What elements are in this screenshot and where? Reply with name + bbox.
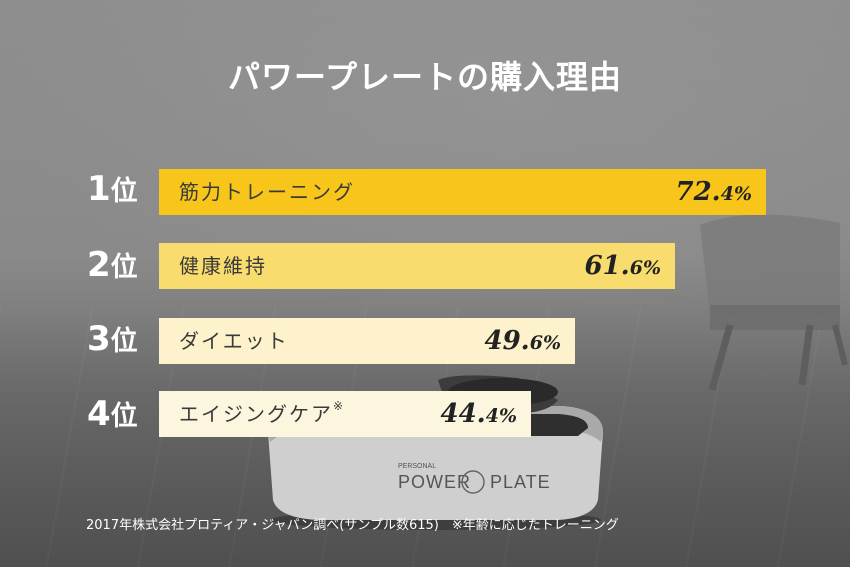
- bar-category-label-2: 健康維持: [179, 243, 267, 289]
- rank-number: 4: [87, 394, 111, 434]
- device-label-personal: PERSONAL: [398, 463, 436, 470]
- rank-suffix: 位: [110, 401, 138, 432]
- value-decimal: 6%: [629, 257, 661, 279]
- rank-number: 2: [87, 245, 111, 285]
- page-title: パワープレートの購入理由: [227, 58, 623, 96]
- bar-category-label-4: エイジングケア※: [179, 391, 345, 437]
- category-text: 健康維持: [179, 254, 267, 278]
- bar-value-label-2: 61.6%: [159, 243, 661, 289]
- value-integer: 49.: [484, 326, 530, 356]
- chart-bar-1: [159, 169, 766, 215]
- device-label-power: POWER: [398, 472, 471, 492]
- rank-label-2: 2位: [87, 248, 147, 282]
- chart-bar-4: [159, 391, 531, 437]
- value-integer: 61.: [584, 251, 630, 281]
- device-label-plate: PLATE: [490, 472, 551, 492]
- rank-number: 3: [87, 319, 111, 359]
- chart-bar-3: [159, 318, 575, 364]
- category-text: 筋力トレーニング: [179, 180, 355, 204]
- rank-suffix: 位: [110, 326, 138, 357]
- rank-suffix: 位: [110, 176, 138, 207]
- rank-suffix: 位: [110, 252, 138, 283]
- bar-category-label-3: ダイエット: [179, 318, 289, 364]
- source-footnote: 2017年株式会社プロティア・ジャパン調べ(サンプル数615) ※年齢に応じたト…: [86, 518, 619, 533]
- category-note: ※: [333, 399, 346, 413]
- rank-number: 1: [87, 169, 111, 209]
- chair-illustration: [700, 214, 848, 391]
- value-integer: 44.: [440, 399, 486, 429]
- value-decimal: 4%: [720, 183, 752, 205]
- rank-label-3: 3位: [87, 322, 147, 356]
- bar-value-label-3: 49.6%: [159, 318, 561, 364]
- category-text: エイジングケア: [179, 402, 333, 426]
- category-text: ダイエット: [179, 329, 289, 353]
- rank-label-1: 1位: [87, 172, 147, 206]
- chart-bar-2: [159, 243, 675, 289]
- bar-value-label-1: 72.4%: [159, 169, 752, 215]
- value-decimal: 6%: [529, 332, 561, 354]
- value-integer: 72.: [675, 177, 721, 207]
- bar-category-label-1: 筋力トレーニング: [179, 169, 355, 215]
- bar-value-label-4: 44.4%: [159, 391, 517, 437]
- value-decimal: 4%: [485, 405, 517, 427]
- rank-label-4: 4位: [87, 397, 147, 431]
